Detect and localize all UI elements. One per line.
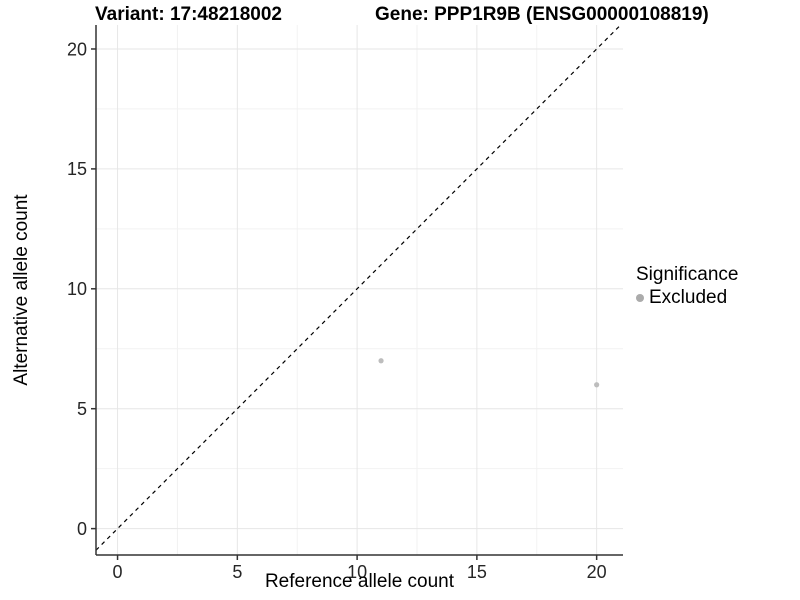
legend-item-label: Excluded bbox=[649, 287, 728, 308]
x-tick-label: 15 bbox=[467, 562, 487, 582]
x-tick-label: 10 bbox=[347, 562, 367, 582]
y-tick-label: 5 bbox=[77, 399, 87, 419]
plot-title-variant: Variant: 17:48218002 bbox=[95, 4, 282, 25]
x-tick-label: 5 bbox=[232, 562, 242, 582]
data-point bbox=[378, 358, 384, 364]
legend-item-excluded: Excluded bbox=[636, 287, 738, 309]
y-tick-label: 20 bbox=[67, 39, 87, 59]
y-tick-label: 15 bbox=[67, 159, 87, 179]
data-point bbox=[594, 382, 600, 388]
y-axis-title: Alternative allele count bbox=[11, 194, 32, 386]
identity-line bbox=[95, 24, 622, 551]
x-tick-label: 0 bbox=[113, 562, 123, 582]
x-tick-label: 20 bbox=[587, 562, 607, 582]
y-tick-label: 0 bbox=[77, 519, 87, 539]
y-tick-label: 10 bbox=[67, 279, 87, 299]
legend-title: Significance bbox=[636, 264, 739, 285]
legend: Significance Excluded bbox=[636, 264, 738, 309]
plot-title-gene: Gene: PPP1R9B (ENSG00000108819) bbox=[375, 4, 709, 25]
x-axis-title: Reference allele count bbox=[264, 571, 455, 592]
legend-dot-icon bbox=[636, 294, 644, 302]
